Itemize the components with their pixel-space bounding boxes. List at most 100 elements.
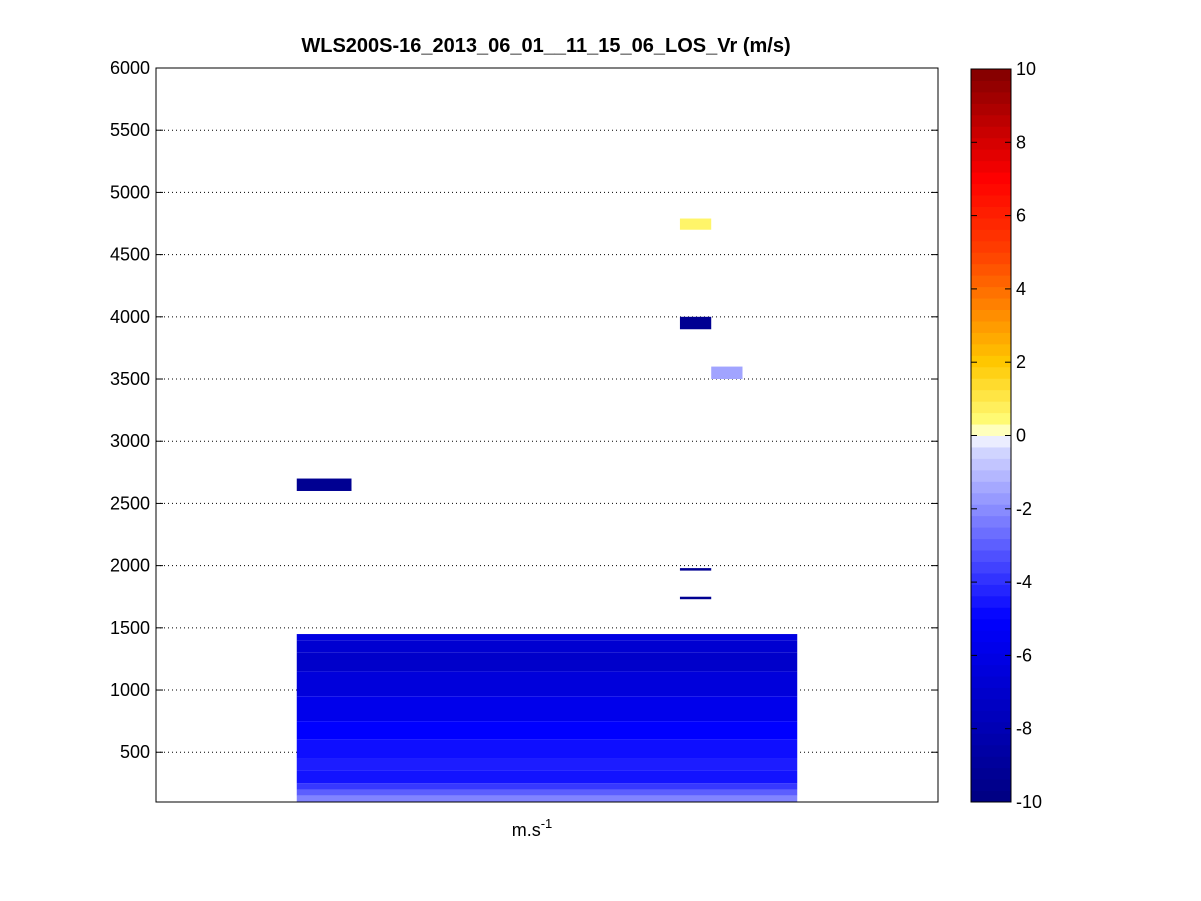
colorbar-band [971,286,1011,299]
colorbar-band [971,481,1011,494]
heatmap-cell [296,721,798,740]
y-tick-label: 5000 [110,182,150,202]
colorbar-tick-label: 10 [1016,59,1036,79]
plot-area: 500 1000 1500 2000 2500 3000 3500 4000 4500 5000 5… [110,58,939,803]
colorbar-tick-label: -8 [1016,719,1032,739]
colorbar-band [971,676,1011,688]
colorbar-band [971,389,1011,402]
colorbar-band [971,469,1011,482]
colorbar-band [971,355,1011,368]
colorbar-tick-label: 2 [1016,352,1026,372]
colorbar-band [971,744,1011,757]
colorbar-bands [971,69,1011,803]
colorbar-band [971,229,1011,242]
heatmap-cell [296,783,798,790]
colorbar-band [971,172,1011,185]
x-axis-label-exponent: -1 [541,816,553,831]
colorbar-band [971,664,1011,677]
colorbar-band [971,790,1011,803]
y-tick-label: 2500 [110,493,150,513]
heatmap-cell [296,758,798,771]
colorbar-band [971,114,1011,127]
y-tick-label: 5500 [110,120,150,140]
heatmap-cell [296,739,798,759]
y-tick-label: 1500 [110,618,150,638]
colorbar-tick-label: -10 [1016,792,1042,812]
y-tick-label: 3500 [110,369,150,389]
colorbar-band [971,733,1011,746]
colorbar-band [971,618,1011,631]
colorbar-band [971,721,1011,734]
y-tick-label: 6000 [110,58,150,78]
heatmap-cell [296,671,798,697]
colorbar-band [971,206,1011,219]
colorbar-tick-label: -2 [1016,499,1032,519]
heatmap-cell [679,218,712,230]
colorbar-tick-label: 4 [1016,279,1026,299]
colorbar-band [971,126,1011,139]
colorbar-band [971,412,1011,425]
colorbar-band [971,263,1011,276]
colorbar-band [971,424,1011,436]
heatmap-cell [679,316,712,330]
colorbar-band [971,572,1011,585]
colorbar-band [971,504,1011,517]
colorbar-band [971,641,1011,654]
heatmap-cell [296,634,798,641]
colorbar-band [971,595,1011,608]
heatmap-cell [679,568,712,571]
colorbar: -10 -8 -6 -4 -2 0 2 4 6 8 10 [970,59,1042,812]
chart-title: WLS200S-16_2013_06_01__11_15_06_LOS_Vr (… [301,35,790,57]
heatmap-cell [679,596,712,600]
heatmap-cell [296,795,798,802]
heatmap-cell [296,789,798,796]
colorbar-band [971,69,1011,81]
heatmap-cell [296,652,798,672]
y-tick-label: 4500 [110,245,150,265]
colorbar-band [971,538,1011,551]
colorbar-band [971,343,1011,356]
colorbar-band [971,366,1011,379]
heatmap-cell [296,696,798,722]
colorbar-band [971,217,1011,230]
heatmap-cells [296,218,798,802]
colorbar-band [971,767,1011,780]
colorbar-band [971,252,1011,265]
y-axis-ticks: 500 1000 1500 2000 2500 3000 3500 4000 4500 5000 5… [110,58,938,762]
colorbar-band [971,630,1011,643]
heatmap-cell [296,640,798,653]
colorbar-band [971,561,1011,574]
y-tick-label: 2000 [110,556,150,576]
colorbar-tick-label: -6 [1016,645,1032,665]
heatmap-cell [296,770,798,784]
y-tick-label: 500 [120,742,150,762]
colorbar-band [971,756,1011,769]
colorbar-band [971,446,1011,459]
colorbar-band [971,515,1011,528]
colorbar-band [971,309,1011,322]
colorbar-band [971,550,1011,562]
colorbar-band [971,458,1011,471]
colorbar-band [971,710,1011,723]
colorbar-band [971,160,1011,173]
colorbar-band [971,653,1011,666]
y-tick-label: 1000 [110,680,150,700]
x-axis-label: m.s-1 [512,816,553,840]
colorbar-band [971,698,1011,711]
colorbar-band [971,298,1011,311]
x-axis-label-base: m.s [512,820,541,840]
heatmap-cell [711,366,743,380]
colorbar-band [971,275,1011,288]
colorbar-band [971,149,1011,162]
plot-frame [155,67,939,803]
colorbar-tick-label: -4 [1016,572,1032,592]
colorbar-band [971,607,1011,620]
colorbar-band [971,91,1011,104]
colorbar-band [971,687,1011,700]
colorbar-band [971,332,1011,345]
colorbar-band [971,183,1011,196]
colorbar-ticks: -10 -8 -6 -4 -2 0 2 4 6 8 10 [971,59,1042,812]
colorbar-tick-label: 0 [1016,426,1026,446]
colorbar-band [971,103,1011,116]
